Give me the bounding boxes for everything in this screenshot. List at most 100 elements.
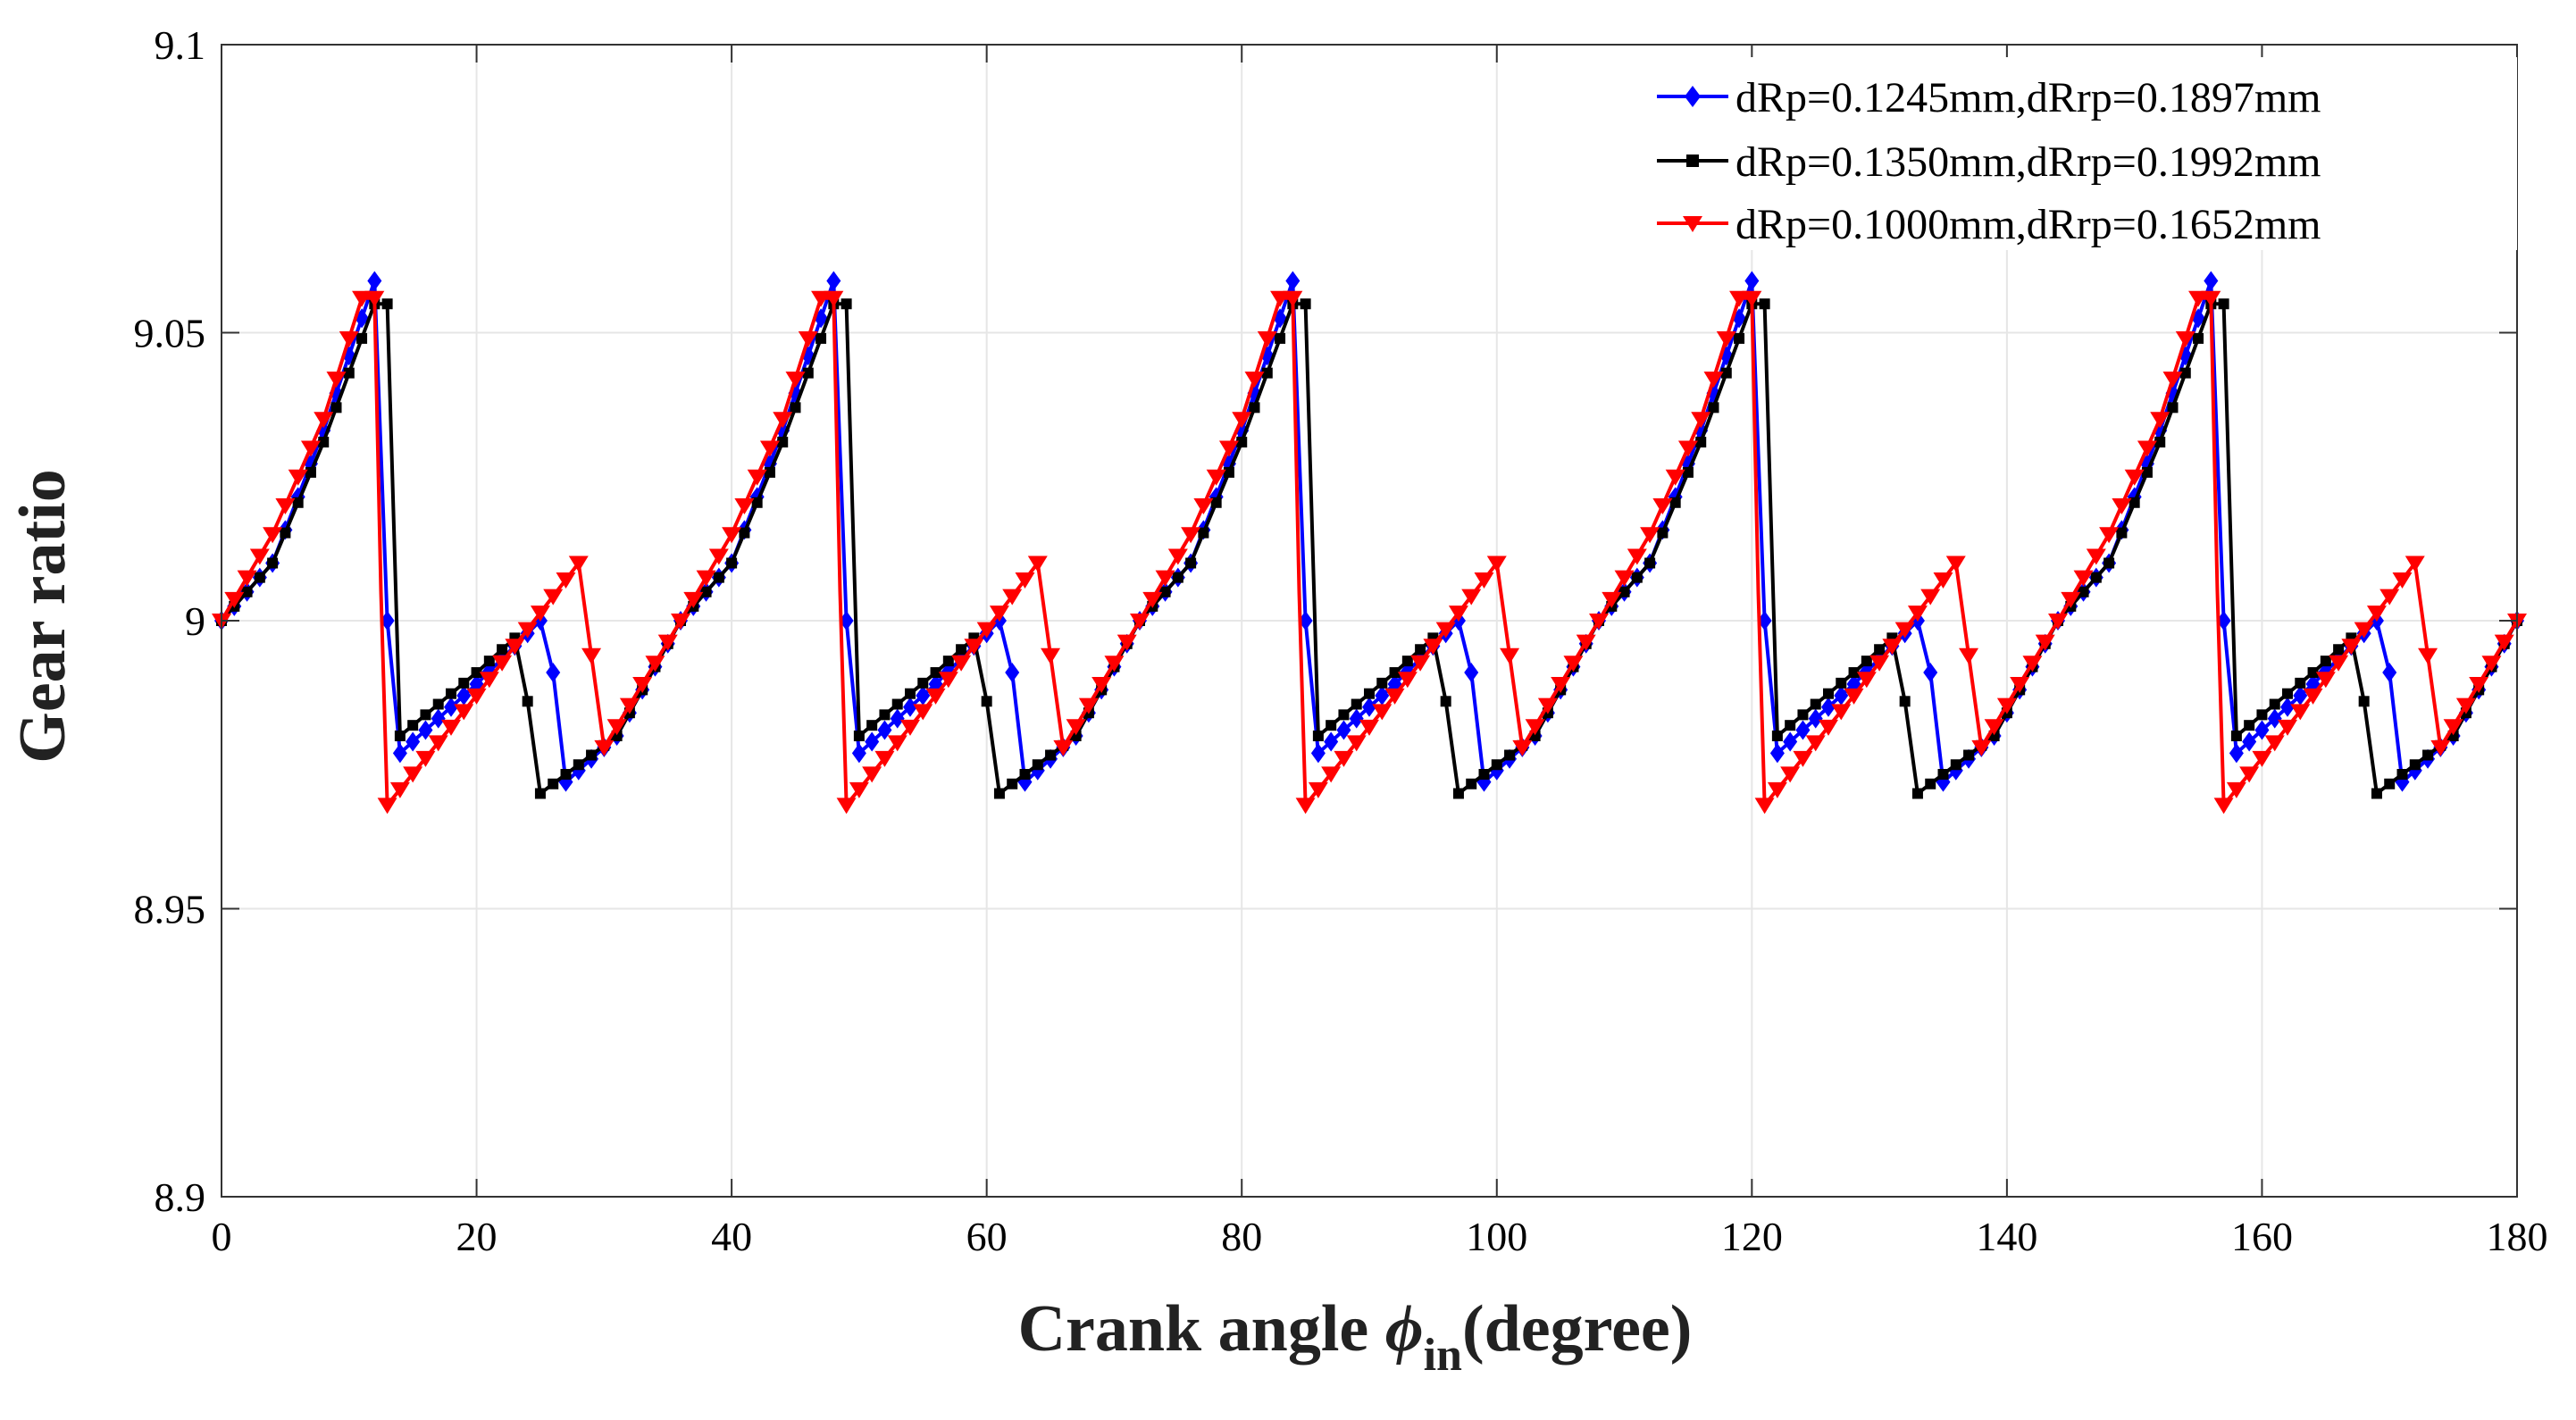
data-point bbox=[1720, 367, 1732, 379]
data-point bbox=[2354, 622, 2374, 639]
data-point bbox=[773, 412, 793, 429]
data-point bbox=[1652, 498, 1673, 514]
data-point bbox=[1657, 527, 1669, 539]
data-point bbox=[1210, 497, 1222, 508]
data-point bbox=[1899, 696, 1911, 707]
data-point bbox=[1576, 634, 1596, 651]
data-point bbox=[1874, 644, 1886, 656]
data-point bbox=[1971, 739, 1992, 756]
x-tick-label: 60 bbox=[966, 1214, 1008, 1259]
data-point bbox=[1078, 697, 1099, 714]
data-point bbox=[1823, 688, 1834, 699]
series-3 bbox=[212, 290, 2527, 814]
data-point bbox=[1640, 527, 1660, 544]
data-point bbox=[2086, 548, 2106, 565]
data-point bbox=[441, 719, 461, 736]
data-point bbox=[1925, 778, 1936, 789]
data-point bbox=[1452, 788, 1464, 799]
data-point bbox=[560, 769, 572, 780]
data-point bbox=[764, 466, 775, 478]
data-point bbox=[1691, 412, 1711, 429]
data-point bbox=[2218, 298, 2229, 310]
data-point bbox=[339, 330, 359, 347]
y-tick-label: 8.9 bbox=[155, 1174, 206, 1220]
data-point bbox=[280, 527, 291, 539]
y-tick-label: 8.95 bbox=[134, 887, 206, 932]
data-point bbox=[1882, 639, 1903, 656]
data-point bbox=[1780, 766, 1801, 783]
data-point bbox=[2396, 769, 2408, 780]
data-point bbox=[815, 332, 827, 344]
data-point bbox=[2371, 788, 2382, 799]
data-point bbox=[713, 572, 724, 583]
data-point bbox=[1911, 788, 1923, 799]
data-point bbox=[2341, 639, 2362, 656]
data-point bbox=[2293, 685, 2308, 706]
data-point bbox=[1372, 704, 1393, 721]
data-point bbox=[1206, 469, 1226, 486]
data-point bbox=[1376, 677, 1388, 689]
data-point bbox=[1819, 719, 1838, 736]
data-point bbox=[874, 750, 895, 767]
data-point bbox=[377, 798, 397, 814]
data-point bbox=[2141, 466, 2153, 478]
data-point bbox=[1130, 614, 1150, 630]
data-point bbox=[862, 766, 882, 783]
data-point bbox=[2239, 766, 2260, 783]
data-point bbox=[1834, 685, 1849, 706]
data-point bbox=[1907, 606, 1928, 622]
data-point bbox=[1795, 720, 1811, 740]
data-point bbox=[2418, 647, 2438, 664]
data-point bbox=[1754, 798, 1775, 814]
data-point bbox=[1310, 743, 1326, 764]
data-point bbox=[726, 557, 738, 569]
data-point bbox=[1537, 697, 1558, 714]
data-point bbox=[406, 731, 421, 752]
data-point bbox=[1682, 466, 1694, 478]
data-point bbox=[1525, 719, 1545, 736]
data-point bbox=[392, 743, 407, 764]
x-tick-label: 80 bbox=[1221, 1214, 1262, 1259]
data-point bbox=[2022, 656, 2043, 672]
data-point bbox=[900, 719, 920, 736]
data-point bbox=[657, 634, 678, 651]
data-point bbox=[1769, 743, 1785, 764]
tick-labels: 0 20 40 60 80 100 120 140 160 180 8.9 8.95 9 9.05 9.1 bbox=[134, 22, 2548, 1259]
data-point bbox=[2422, 749, 2434, 761]
data-point bbox=[1326, 720, 1337, 731]
legend-box bbox=[1645, 57, 2517, 250]
data-point bbox=[1945, 555, 1966, 572]
data-point bbox=[2382, 663, 2397, 683]
data-point bbox=[1159, 586, 1171, 597]
data-point bbox=[1019, 769, 1031, 780]
data-point bbox=[2162, 372, 2183, 388]
data-point bbox=[877, 720, 892, 740]
data-point bbox=[964, 639, 984, 656]
y-tick-label: 9.05 bbox=[134, 311, 206, 356]
data-point bbox=[2010, 676, 2030, 693]
data-point bbox=[1744, 271, 1760, 291]
data-point bbox=[2384, 778, 2396, 789]
data-point bbox=[394, 731, 406, 741]
data-point bbox=[2469, 676, 2489, 693]
data-point bbox=[2278, 719, 2297, 736]
data-point bbox=[942, 656, 954, 667]
data-point bbox=[1066, 719, 1086, 736]
data-point bbox=[534, 788, 546, 799]
data-point bbox=[777, 437, 789, 448]
data-point bbox=[2494, 634, 2514, 651]
data-point bbox=[951, 655, 972, 672]
data-point bbox=[1627, 548, 1647, 565]
data-point bbox=[1002, 589, 1023, 606]
data-point bbox=[1232, 412, 1252, 429]
data-point bbox=[989, 606, 1009, 622]
data-point bbox=[1716, 330, 1736, 347]
data-point bbox=[505, 639, 525, 656]
data-point bbox=[330, 402, 342, 413]
data-point bbox=[1312, 731, 1324, 741]
data-point bbox=[1223, 466, 1234, 478]
data-point bbox=[1504, 749, 1516, 761]
data-point bbox=[853, 731, 865, 741]
data-point bbox=[581, 647, 602, 664]
